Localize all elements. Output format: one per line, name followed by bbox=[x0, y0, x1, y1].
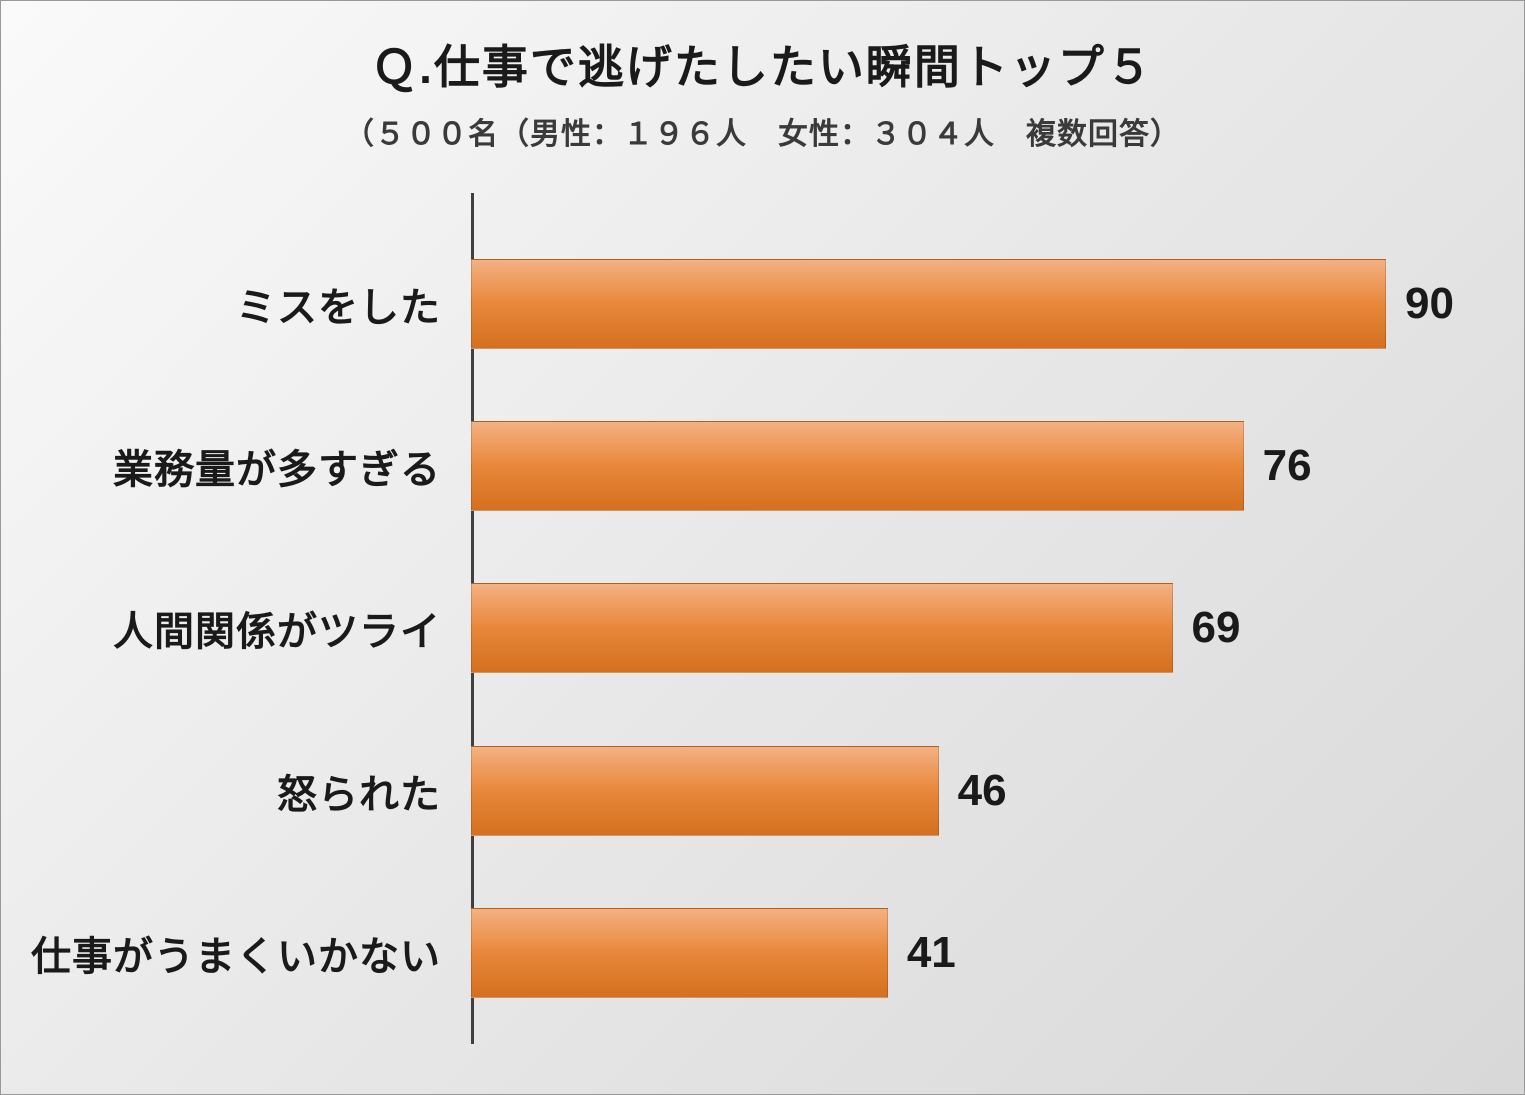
bar-value: 41 bbox=[907, 928, 956, 978]
chart-subtitle: （５００名（男性：１９６人 女性：３０４人 複数回答） bbox=[41, 109, 1484, 153]
bar-value: 76 bbox=[1263, 441, 1312, 491]
bar-row: 怒られた46 bbox=[471, 741, 1484, 841]
bar: 76 bbox=[471, 421, 1244, 511]
bar: 90 bbox=[471, 259, 1386, 349]
bar-label: 人間関係がツライ bbox=[113, 599, 441, 657]
chart-title: Ｑ.仕事で逃げたしたい瞬間トップ５ bbox=[41, 31, 1484, 97]
bar: 41 bbox=[471, 908, 888, 998]
chart-container: Ｑ.仕事で逃げたしたい瞬間トップ５ （５００名（男性：１９６人 女性：３０４人 … bbox=[0, 0, 1525, 1095]
bar-label: 仕事がうまくいかない bbox=[31, 924, 441, 982]
bar-label: 業務量が多すぎる bbox=[113, 437, 441, 495]
bar-value: 46 bbox=[958, 766, 1007, 816]
bar: 46 bbox=[471, 746, 939, 836]
bar-label: ミスをした bbox=[236, 275, 441, 333]
bar-row: 仕事がうまくいかない41 bbox=[471, 903, 1484, 1003]
plot-area: ミスをした90業務量が多すぎる76人間関係がツライ69怒られた46仕事がうまくい… bbox=[41, 193, 1484, 1044]
bar-row: ミスをした90 bbox=[471, 254, 1484, 354]
bar: 69 bbox=[471, 583, 1173, 673]
bar-row: 人間関係がツライ69 bbox=[471, 578, 1484, 678]
bar-value: 90 bbox=[1405, 279, 1454, 329]
bar-label: 怒られた bbox=[277, 762, 441, 820]
bar-row: 業務量が多すぎる76 bbox=[471, 416, 1484, 516]
bar-value: 69 bbox=[1192, 603, 1241, 653]
bars-wrapper: ミスをした90 業務量が多すぎる76 人間関係がツライ69 怒られた46 仕事がうまくい… bbox=[471, 223, 1484, 1034]
